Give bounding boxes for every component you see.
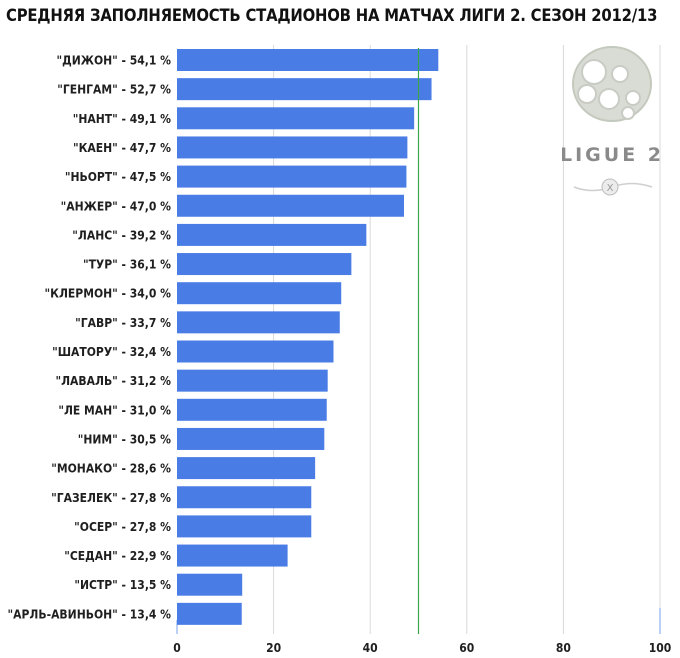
bar-13 [177, 398, 327, 421]
bar-7 [177, 223, 367, 246]
bar-12 [177, 369, 328, 392]
category-label-20: "АРЛЬ-АВИНЬОН" - 13,4 % [8, 607, 172, 621]
category-label-5: "НЬОРТ" - 47,5 % [65, 170, 171, 184]
bar-6 [177, 194, 405, 217]
bar-16 [177, 486, 312, 509]
bar-9 [177, 282, 342, 305]
category-label-13: "ЛЕ МАН" - 31,0 % [58, 403, 171, 417]
bar-2 [177, 78, 432, 101]
category-label-14: "НИМ" - 30,5 % [78, 432, 171, 446]
bar-19 [177, 573, 243, 596]
category-label-15: "МОНАКО" - 28,6 % [51, 462, 171, 476]
logo-text: LIGUE 2 [562, 144, 662, 166]
ligue-2-logo: LIGUE 2 X [562, 46, 662, 196]
x-tick-label-100: 100 [649, 641, 672, 655]
category-label-16: "ГАЗЕЛЕК" - 27,8 % [51, 491, 171, 505]
x-tick-label-80: 80 [556, 641, 571, 655]
bar-1 [177, 49, 439, 71]
bar-15 [177, 457, 316, 480]
bars [177, 49, 439, 625]
category-label-1: "ДИЖОН" - 54,1 % [56, 54, 171, 68]
svg-text:X: X [607, 183, 614, 194]
x-tick-label-60: 60 [459, 641, 474, 655]
category-label-3: "НАНТ" - 49,1 % [73, 112, 171, 126]
bar-3 [177, 107, 415, 130]
x-tick-label-40: 40 [363, 641, 378, 655]
bar-8 [177, 253, 352, 276]
bar-10 [177, 311, 340, 334]
category-label-10: "ГАВР" - 33,7 % [75, 316, 171, 330]
bar-4 [177, 136, 408, 159]
bar-17 [177, 515, 312, 538]
category-label-4: "КАЕН" - 47,7 % [73, 141, 171, 155]
category-labels: "ДИЖОН" - 54,1 % "ГЕНГАМ" - 52,7 % "НАНТ" … [8, 54, 172, 622]
bar-5 [177, 165, 407, 188]
category-label-12: "ЛАВАЛЬ" - 31,2 % [55, 374, 171, 388]
bar-18 [177, 544, 288, 567]
x-tick-label-20: 20 [266, 641, 281, 655]
category-label-8: "ТУР" - 36,1 % [83, 258, 171, 272]
chart-title: СРЕДНЯЯ ЗАПОЛНЯЕМОСТЬ СТАДИОНОВ НА МАТЧА… [6, 6, 658, 25]
category-label-19: "ИСТР" - 13,5 % [74, 578, 171, 592]
category-label-18: "СЕДАН" - 22,9 % [64, 549, 171, 563]
bar-14 [177, 427, 325, 450]
category-label-6: "АНЖЕР" - 47,0 % [61, 199, 172, 213]
category-label-17: "ОСЕР" - 27,8 % [74, 520, 171, 534]
bar-11 [177, 340, 334, 363]
x-axis-ticks: 0 20 40 60 80 100 [173, 641, 671, 655]
category-label-2: "ГЕНГАМ" - 52,7 % [57, 83, 171, 97]
category-label-9: "КЛЕРМОН" - 34,0 % [45, 287, 172, 301]
category-label-11: "ШАТОРУ" - 32,4 % [52, 345, 171, 359]
x-tick-label-0: 0 [173, 641, 181, 655]
bar-20 [177, 602, 242, 625]
category-label-7: "ЛАНС" - 39,2 % [72, 228, 171, 242]
